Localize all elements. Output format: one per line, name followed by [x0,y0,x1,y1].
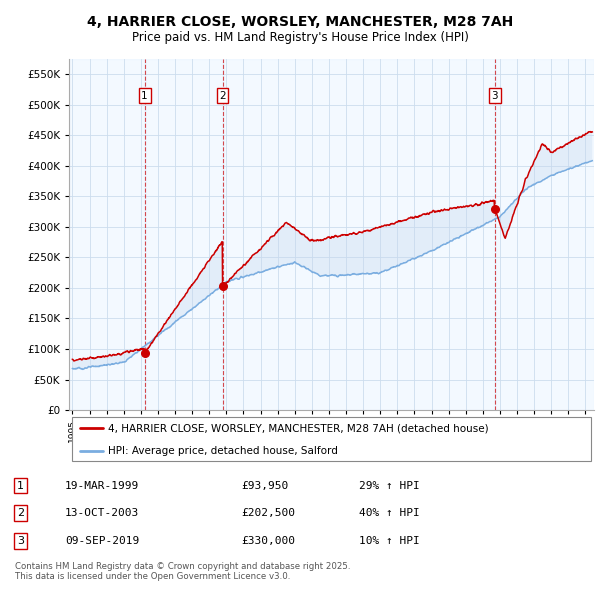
Text: £93,950: £93,950 [241,481,289,490]
Text: £202,500: £202,500 [241,508,295,518]
Bar [69,59,145,410]
Text: Price paid vs. HM Land Registry's House Price Index (HPI): Price paid vs. HM Land Registry's House … [131,31,469,44]
Text: HPI: Average price, detached house, Salford: HPI: Average price, detached house, Salf… [109,446,338,456]
Text: 2: 2 [17,508,24,518]
Text: 4, HARRIER CLOSE, WORSLEY, MANCHESTER, M28 7AH: 4, HARRIER CLOSE, WORSLEY, MANCHESTER, M… [87,15,513,29]
Text: 13-OCT-2003: 13-OCT-2003 [65,508,139,518]
Bar [494,59,594,410]
Text: 3: 3 [17,536,24,546]
Text: 2: 2 [219,91,226,101]
Bar [145,59,223,410]
Text: 29% ↑ HPI: 29% ↑ HPI [359,481,419,490]
Text: 3: 3 [491,91,498,101]
Text: 19-MAR-1999: 19-MAR-1999 [65,481,139,490]
Text: 10% ↑ HPI: 10% ↑ HPI [359,536,419,546]
Text: £330,000: £330,000 [241,536,295,546]
Text: 09-SEP-2019: 09-SEP-2019 [65,536,139,546]
Text: Contains HM Land Registry data © Crown copyright and database right 2025.
This d: Contains HM Land Registry data © Crown c… [15,562,350,581]
Text: 1: 1 [17,481,24,490]
Text: 4, HARRIER CLOSE, WORSLEY, MANCHESTER, M28 7AH (detached house): 4, HARRIER CLOSE, WORSLEY, MANCHESTER, M… [109,423,489,433]
FancyBboxPatch shape [71,417,592,461]
Bar [223,59,494,410]
Text: 40% ↑ HPI: 40% ↑ HPI [359,508,419,518]
Text: 1: 1 [141,91,148,101]
